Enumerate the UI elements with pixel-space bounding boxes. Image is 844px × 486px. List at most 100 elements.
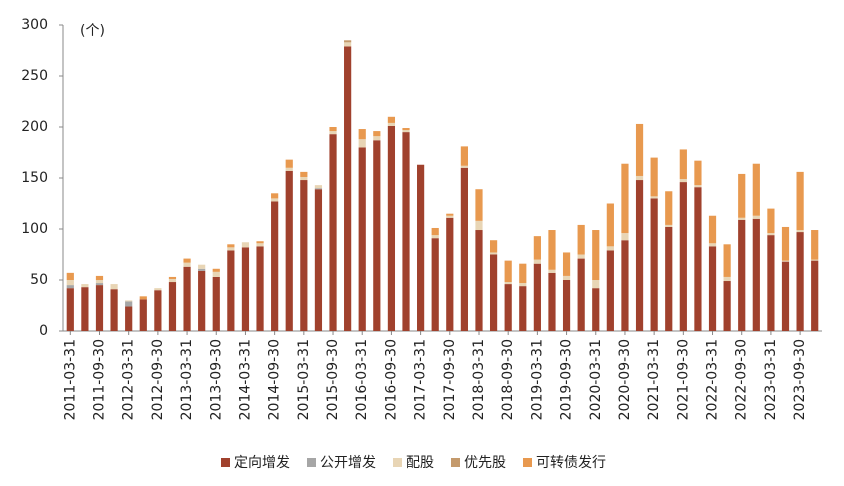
- bar-segment: [796, 230, 804, 233]
- bar-segment: [606, 246, 614, 251]
- bar-segment: [708, 246, 717, 331]
- bar-segment: [300, 171, 308, 177]
- bar-segment: [285, 170, 293, 331]
- bar-segment: [679, 149, 687, 180]
- bar-segment: [446, 215, 454, 218]
- bar-segment: [475, 220, 483, 231]
- bar-segment: [168, 282, 177, 331]
- bar-segment: [606, 203, 614, 247]
- x-tick-label: 2015-03-31: [296, 339, 312, 420]
- x-tick-label: 2013-09-30: [208, 339, 224, 420]
- bar-segment: [387, 116, 396, 123]
- bar-segment: [125, 301, 133, 307]
- x-tick-label: 2011-03-31: [62, 339, 78, 420]
- bar-segment: [402, 130, 410, 133]
- x-tick-label: 2016-09-30: [383, 339, 399, 420]
- bar-segment: [256, 241, 264, 244]
- bar-segment: [168, 276, 177, 279]
- bar-segment: [271, 198, 279, 202]
- bar-segment: [796, 171, 804, 231]
- bar-segment: [533, 263, 541, 331]
- bar-segment: [314, 188, 323, 190]
- legend-swatch: [307, 458, 316, 467]
- bar-segment: [387, 122, 396, 126]
- bar-segment: [271, 201, 279, 331]
- x-tick-label: 2017-03-31: [413, 339, 429, 420]
- bar-segment: [125, 306, 133, 331]
- bar-segment: [767, 235, 775, 331]
- bar-segment: [387, 125, 396, 331]
- bar-segment: [811, 260, 819, 331]
- legend-label: 公开增发: [320, 455, 376, 471]
- legend-label: 定向增发: [234, 455, 290, 471]
- bar-segment: [621, 163, 629, 234]
- bar-segment: [212, 271, 220, 277]
- bar-segment: [198, 270, 206, 331]
- bar-segment: [329, 134, 337, 331]
- bar-segment: [139, 296, 147, 300]
- bar-segment: [577, 258, 585, 331]
- legend-label: 可转债发行: [536, 455, 606, 471]
- bar-segment: [635, 123, 644, 176]
- bar-segment: [344, 46, 352, 332]
- bar-segment: [548, 269, 556, 273]
- legend-label: 优先股: [464, 455, 506, 471]
- x-tick-label: 2020-09-30: [617, 339, 633, 420]
- bar-segment: [562, 280, 571, 331]
- bar-segment: [519, 263, 527, 284]
- bar-segment: [650, 157, 658, 197]
- bar-segment: [592, 280, 600, 289]
- bar-segment: [562, 275, 571, 280]
- x-tick-label: 2017-09-30: [442, 339, 458, 420]
- x-tick-label: 2014-03-31: [237, 339, 253, 420]
- y-tick-label: 100: [21, 221, 48, 237]
- bar-segment: [285, 167, 293, 171]
- x-tick-label: 2019-09-30: [559, 339, 575, 420]
- bar-segment: [723, 244, 731, 277]
- bar-segment: [285, 159, 293, 168]
- unit-annotation: (个): [80, 23, 105, 39]
- bar-segment: [606, 250, 614, 331]
- bar-segment: [781, 260, 790, 262]
- x-tick-label: 2012-09-30: [150, 339, 166, 420]
- bar-segment: [300, 176, 308, 181]
- x-tick-label: 2021-09-30: [675, 339, 691, 420]
- bar-segment: [125, 300, 133, 302]
- bar-segment: [358, 129, 366, 140]
- legend-swatch: [451, 458, 460, 467]
- bar-segment: [417, 164, 425, 331]
- bar-segment: [198, 268, 206, 271]
- bar-segment: [475, 189, 483, 221]
- bar-segment: [314, 185, 323, 189]
- y-tick-label: 150: [21, 170, 48, 186]
- bar-segment: [811, 230, 819, 260]
- bar-segment: [329, 131, 337, 135]
- bar-segment: [694, 187, 702, 331]
- bar-segment: [227, 250, 235, 331]
- bar-segment: [548, 230, 556, 270]
- bar-segment: [198, 264, 206, 269]
- bar-segment: [504, 260, 512, 283]
- bar-segment: [300, 180, 308, 331]
- bar-segment: [489, 254, 498, 331]
- bar-segment: [373, 140, 381, 331]
- bar-segment: [781, 226, 790, 261]
- bar-segment: [679, 182, 687, 331]
- bar-segment: [592, 230, 600, 280]
- y-tick-label: 200: [21, 119, 48, 135]
- bar-segment: [577, 254, 585, 259]
- x-tick-label: 2020-03-31: [588, 339, 604, 420]
- bar-segment: [154, 290, 162, 331]
- bar-segment: [752, 218, 760, 331]
- legend-swatch: [393, 458, 402, 467]
- bar-segment: [183, 258, 191, 263]
- bar-segment: [796, 232, 804, 331]
- x-tick-label: 2021-03-31: [646, 339, 662, 420]
- bar-segment: [212, 268, 220, 272]
- bar-segment: [621, 233, 629, 241]
- bar-segment: [256, 243, 264, 247]
- bar-segment: [767, 233, 775, 236]
- bar-segment: [227, 244, 235, 248]
- bar-segment: [738, 217, 746, 220]
